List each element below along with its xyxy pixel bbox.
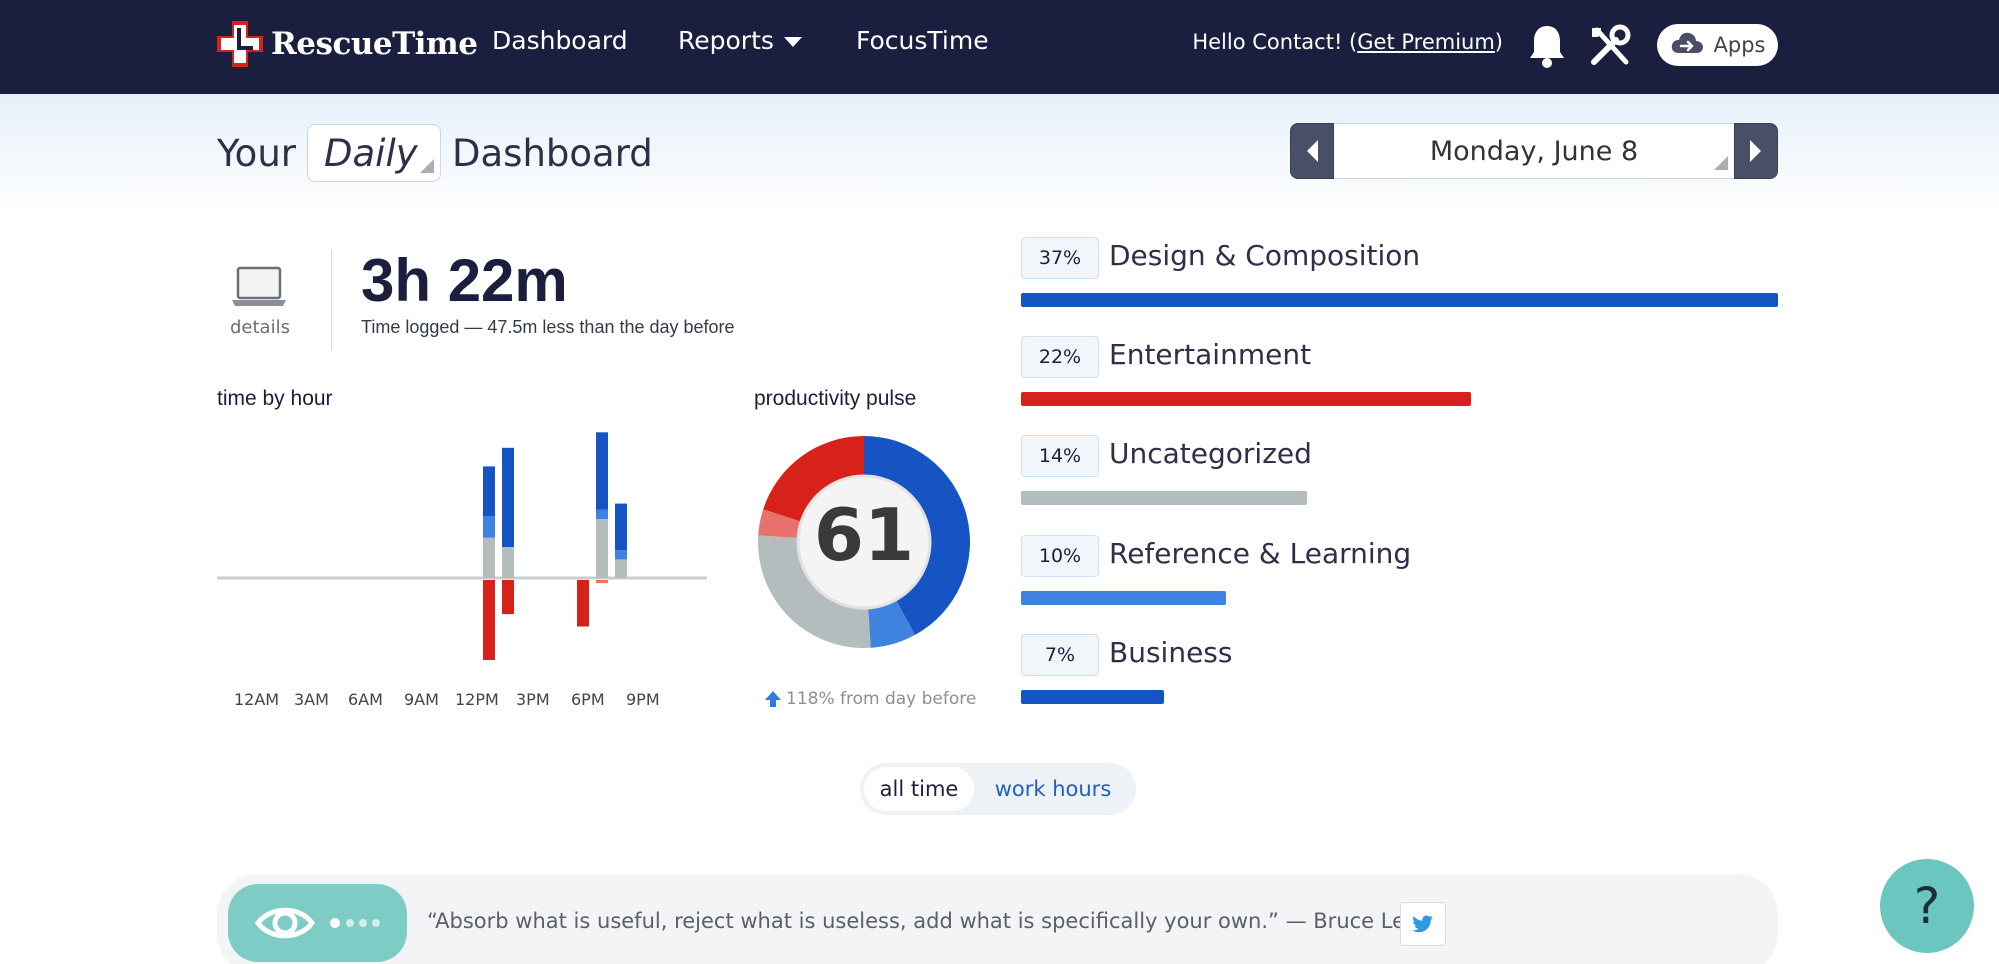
pulse-slice	[758, 509, 802, 538]
chevron-down-icon	[783, 37, 802, 47]
hour-bar-segment	[615, 503, 627, 551]
greeting-text: Hello Contact! (	[1192, 30, 1358, 54]
tick-label: 6AM	[348, 690, 383, 709]
hour-bar-segment	[483, 537, 495, 578]
total-time: 3h 22m	[361, 247, 568, 314]
hour-bar-segment	[615, 559, 627, 578]
tick-label: 12PM	[455, 690, 499, 709]
nav-focustime[interactable]: FocusTime	[856, 26, 989, 55]
tools-icon[interactable]	[1588, 24, 1632, 68]
apps-button[interactable]: Apps	[1657, 24, 1778, 66]
category-name: Uncategorized	[1109, 437, 1312, 470]
category-name: Reference & Learning	[1109, 537, 1412, 570]
tick-label: 6PM	[571, 690, 605, 709]
hour-bar-segment	[502, 447, 514, 547]
nav-reports-label: Reports	[678, 26, 774, 55]
date-select[interactable]: Monday, June 8	[1334, 123, 1734, 179]
hour-bar-segment	[483, 516, 495, 538]
divider	[331, 250, 332, 350]
category-name: Entertainment	[1109, 338, 1312, 371]
bell-icon[interactable]	[1527, 22, 1567, 70]
arrow-left-icon	[1307, 140, 1318, 162]
productivity-score: 61	[813, 493, 915, 577]
category-percent: 14%	[1021, 435, 1099, 477]
hour-bar-segment	[502, 547, 514, 578]
category-percent: 10%	[1021, 535, 1099, 577]
tick-label: 12AM	[234, 690, 280, 709]
hour-bar-segment	[596, 432, 608, 510]
category-bar	[1021, 293, 1778, 307]
category-percent: 22%	[1021, 336, 1099, 378]
hour-bar-segment	[577, 580, 589, 627]
tick-label: 9PM	[626, 690, 660, 709]
focus-eye-button[interactable]	[228, 884, 407, 962]
pulse-change-text: 118% from day before	[786, 689, 977, 709]
nav-reports[interactable]: Reports	[678, 26, 802, 55]
brand-logo[interactable]: RescueTime	[215, 18, 478, 70]
page-title: Your Daily Dashboard	[217, 123, 653, 183]
hour-bar-segment	[502, 580, 514, 615]
laptop-icon[interactable]	[231, 266, 287, 308]
quote-text: “Absorb what is useful, reject what is u…	[427, 909, 1418, 933]
time-by-hour-chart	[217, 432, 707, 660]
time-subtitle: Time logged — 47.5m less than the day be…	[361, 317, 735, 337]
prev-day-button[interactable]	[1290, 123, 1334, 179]
pulse-slice	[864, 436, 970, 635]
top-nav: RescueTime Dashboard Reports FocusTime H…	[0, 0, 1999, 94]
pulse-slice	[763, 436, 864, 522]
tick-label: 3AM	[294, 690, 329, 709]
pulse-slice	[868, 599, 916, 648]
details-link[interactable]: details	[230, 317, 290, 338]
category-bar	[1021, 392, 1471, 406]
time-by-hour-label: time by hour	[217, 387, 333, 410]
date-value: Monday, June 8	[1429, 135, 1639, 167]
category-bar	[1021, 690, 1164, 704]
greeting-end: )	[1494, 30, 1503, 54]
arrow-right-icon	[1750, 140, 1761, 162]
category-bar	[1021, 491, 1307, 505]
brand-name: RescueTime	[271, 26, 478, 62]
twitter-icon	[1412, 915, 1433, 933]
category-percent: 7%	[1021, 634, 1099, 676]
hour-bar-segment	[596, 580, 608, 584]
all-time-button[interactable]: all time	[864, 767, 974, 811]
help-button[interactable]: ?	[1880, 859, 1974, 953]
title-suffix: Dashboard	[452, 131, 653, 175]
period-value: Daily	[324, 131, 418, 175]
tweet-button[interactable]	[1400, 902, 1446, 946]
dropdown-corner-icon	[420, 159, 434, 173]
tick-label: 9AM	[404, 690, 439, 709]
work-hours-button[interactable]: work hours	[994, 777, 1112, 801]
cloud-apps-icon	[1670, 31, 1704, 60]
hour-bar-segment	[483, 466, 495, 516]
category-bar	[1021, 591, 1226, 605]
period-select[interactable]: Daily	[307, 124, 441, 182]
apps-label: Apps	[1713, 33, 1766, 57]
pulse-change: 118% from day before	[764, 689, 976, 709]
category-percent: 37%	[1021, 237, 1099, 279]
category-name: Business	[1109, 636, 1233, 669]
hour-bar-segment	[483, 580, 495, 660]
dropdown-corner-icon	[1714, 156, 1728, 170]
tick-label: 3PM	[516, 690, 550, 709]
date-navigator: Monday, June 8	[1290, 123, 1778, 179]
quote-bar	[217, 874, 1778, 964]
pulse-slice	[758, 535, 871, 648]
productivity-pulse-chart	[758, 436, 970, 648]
hour-bar-segment	[615, 550, 627, 560]
time-range-toggle: all time work hours	[860, 763, 1136, 815]
eye-icon	[254, 907, 380, 939]
get-premium-link[interactable]: Get Premium	[1357, 30, 1495, 54]
title-prefix: Your	[217, 131, 296, 175]
hour-bar-segment	[596, 509, 608, 520]
pulse-center	[796, 474, 932, 610]
hour-bar-segment	[596, 519, 608, 578]
greeting: Hello Contact! (Get Premium)	[1192, 30, 1503, 54]
next-day-button[interactable]	[1734, 123, 1778, 179]
category-name: Design & Composition	[1109, 239, 1421, 272]
productivity-pulse-label: productivity pulse	[754, 387, 917, 410]
nav-dashboard[interactable]: Dashboard	[492, 26, 628, 55]
rescuetime-logo-icon	[215, 19, 265, 69]
arrow-up-icon	[765, 691, 781, 707]
